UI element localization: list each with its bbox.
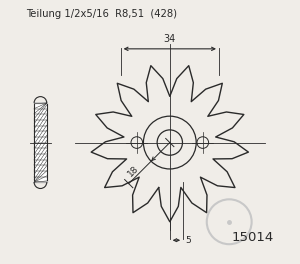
Text: 34: 34	[164, 34, 176, 44]
Text: 5: 5	[185, 236, 191, 245]
Bar	[34, 103, 47, 182]
Text: Teilung 1/2x5/16  R8,51  (428): Teilung 1/2x5/16 R8,51 (428)	[26, 9, 177, 19]
Text: 18: 18	[127, 164, 141, 178]
Text: 15014: 15014	[232, 231, 274, 244]
